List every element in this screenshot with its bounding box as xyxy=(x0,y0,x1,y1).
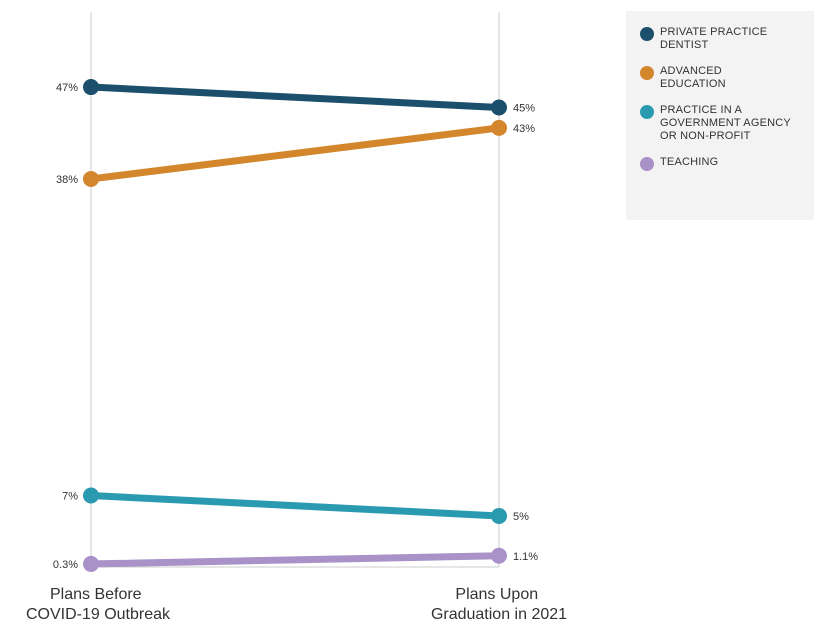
series-line-0 xyxy=(87,83,503,111)
series-line-3 xyxy=(87,552,503,568)
data-label-0-1: 45% xyxy=(513,102,535,114)
category-label-before-line-1: Plans Before xyxy=(50,586,142,603)
series-point-0-1 xyxy=(491,99,507,116)
category-label-before-line-2: COVID-19 Outbreak xyxy=(26,606,171,623)
legend-swatch-1 xyxy=(640,66,654,80)
category-label-after-line-1: Plans Upon xyxy=(455,586,538,603)
data-label-2-0: 7% xyxy=(62,491,78,503)
legend-label-2: PRACTICE IN A GOVERNMENT AGENCY OR NON-PRO… xyxy=(660,104,791,142)
data-label-1-0: 38% xyxy=(56,174,78,186)
legend-item-0: PRIVATE PRACTICE DENTIST xyxy=(626,26,814,52)
slope-chart: 47% 45% 38% 43% 7% 5% 0.3% 1.1% Plans Before CO… xyxy=(26,12,567,623)
series-point-3-1 xyxy=(491,547,507,564)
series-point-1-0 xyxy=(83,170,99,187)
legend-item-2: PRACTICE IN A GOVERNMENT AGENCY OR NON-PRO… xyxy=(626,104,814,143)
category-label-before: Plans Before COVID-19 Outbreak xyxy=(26,586,171,623)
series-line-1 xyxy=(87,124,503,183)
data-label-0-0: 47% xyxy=(56,82,78,94)
series-line-2 xyxy=(87,492,503,520)
legend-swatch-0 xyxy=(640,27,654,41)
data-label-3-0: 0.3% xyxy=(53,559,78,571)
data-label-3-1: 1.1% xyxy=(513,551,538,563)
series-point-2-0 xyxy=(83,487,99,504)
series-point-0-0 xyxy=(83,79,99,96)
legend-swatch-2 xyxy=(640,105,654,119)
category-label-after: Plans Upon Graduation in 2021 xyxy=(431,586,567,623)
series-layer: 47% 45% 38% 43% 7% 5% 0.3% 1.1% xyxy=(53,79,538,572)
legend-label-1: ADVANCED EDUCATION xyxy=(660,65,726,90)
category-label-after-line-2: Graduation in 2021 xyxy=(431,606,567,623)
legend-label-3: TEACHING xyxy=(660,156,719,168)
data-label-1-1: 43% xyxy=(513,123,535,135)
series-point-1-1 xyxy=(491,119,507,136)
series-point-2-1 xyxy=(491,507,507,524)
series-point-3-0 xyxy=(83,555,99,572)
legend-label-0: PRIVATE PRACTICE DENTIST xyxy=(660,26,768,51)
legend-item-3: TEACHING xyxy=(626,156,814,171)
data-label-2-1: 5% xyxy=(513,511,529,523)
legend-swatch-3 xyxy=(640,157,654,171)
legend: PRIVATE PRACTICE DENTIST ADVANCED EDUCATION… xyxy=(626,11,814,220)
legend-item-1: ADVANCED EDUCATION xyxy=(626,65,814,91)
